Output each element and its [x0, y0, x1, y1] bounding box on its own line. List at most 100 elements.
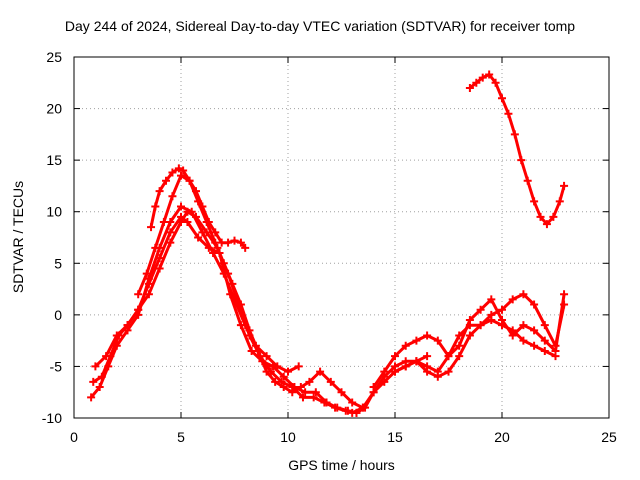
data-point	[348, 398, 357, 407]
data-point	[298, 393, 307, 402]
data-point	[194, 197, 203, 206]
x-tick-label: 0	[70, 429, 78, 445]
data-point	[254, 346, 263, 355]
data-point	[341, 406, 350, 415]
data-point	[348, 408, 357, 417]
x-tick-label: 20	[494, 429, 510, 445]
data-point	[380, 367, 389, 376]
data-point	[433, 372, 442, 381]
data-point	[401, 341, 410, 350]
data-point	[510, 130, 519, 139]
data-point	[134, 290, 143, 299]
data-point	[444, 367, 453, 376]
data-point	[519, 321, 528, 330]
data-point	[560, 300, 569, 309]
data-point	[183, 207, 192, 216]
data-point	[508, 331, 517, 340]
data-point	[519, 336, 528, 345]
data-point	[540, 346, 549, 355]
data-point	[91, 362, 100, 371]
y-tick-label: 10	[46, 204, 62, 220]
data-point	[485, 70, 494, 79]
data-point	[301, 388, 310, 397]
data-point	[209, 248, 218, 257]
data-point	[530, 326, 539, 335]
data-point	[151, 202, 160, 211]
series-line	[468, 73, 566, 226]
data-point	[412, 357, 421, 366]
data-point	[487, 295, 496, 304]
data-point	[311, 388, 320, 397]
data-point	[87, 393, 96, 402]
satellite-track-3	[91, 207, 361, 417]
y-tick-label: 20	[46, 101, 62, 117]
satellite-track-5	[134, 171, 367, 412]
y-tick-label: 25	[46, 49, 62, 65]
data-point	[337, 388, 346, 397]
data-point	[236, 238, 245, 247]
data-point	[211, 228, 220, 237]
data-point	[89, 377, 98, 386]
data-point	[540, 336, 549, 345]
data-point	[478, 73, 487, 82]
data-point	[262, 367, 271, 376]
data-point	[305, 377, 314, 386]
data-point	[279, 383, 288, 392]
data-point	[279, 372, 288, 381]
data-point	[465, 316, 474, 325]
data-point	[444, 352, 453, 361]
satellite-track-9	[465, 70, 569, 229]
data-point	[166, 238, 175, 247]
data-point	[177, 171, 185, 180]
data-point	[194, 233, 203, 242]
data-point	[498, 305, 506, 314]
data-point	[542, 220, 551, 229]
data-point	[549, 212, 558, 221]
data-point	[151, 243, 160, 252]
data-point	[245, 326, 254, 335]
data-point	[508, 295, 517, 304]
data-point	[219, 259, 228, 268]
data-point	[273, 362, 282, 371]
data-point	[177, 218, 185, 227]
data-point	[174, 164, 183, 173]
data-point	[465, 83, 474, 92]
data-point	[455, 352, 464, 361]
data-point	[294, 362, 303, 371]
data-point	[202, 218, 211, 227]
x-tick-label: 15	[387, 429, 403, 445]
data-point	[487, 310, 496, 319]
data-point	[191, 212, 200, 221]
x-tick-label: 5	[177, 429, 185, 445]
data-point	[134, 305, 143, 314]
data-point	[112, 341, 121, 350]
data-point	[211, 238, 220, 247]
data-point	[224, 238, 233, 247]
data-point	[162, 176, 171, 185]
satellite-track-7	[369, 290, 569, 392]
data-point	[358, 403, 367, 412]
plot-border	[73, 56, 610, 419]
x-tick-label: 25	[601, 429, 617, 445]
data-point	[540, 321, 549, 330]
data-point	[284, 367, 292, 376]
data-point	[168, 168, 177, 177]
chart-title: Day 244 of 2024, Sidereal Day-to-day VTE…	[64, 18, 576, 34]
data-point	[476, 305, 485, 314]
data-point	[472, 78, 481, 87]
data-point	[423, 352, 432, 361]
y-tick-label: -5	[50, 358, 63, 374]
y-tick-label: 5	[54, 255, 62, 271]
data-point	[465, 331, 474, 340]
data-point	[519, 290, 528, 299]
data-point	[144, 290, 153, 299]
y-tick-label: -10	[42, 410, 62, 426]
data-point	[498, 94, 506, 103]
data-point	[433, 336, 442, 345]
data-point	[142, 269, 151, 278]
data-point	[179, 166, 188, 175]
data-point	[320, 398, 329, 407]
data-point	[316, 367, 325, 376]
data-point	[230, 236, 239, 245]
